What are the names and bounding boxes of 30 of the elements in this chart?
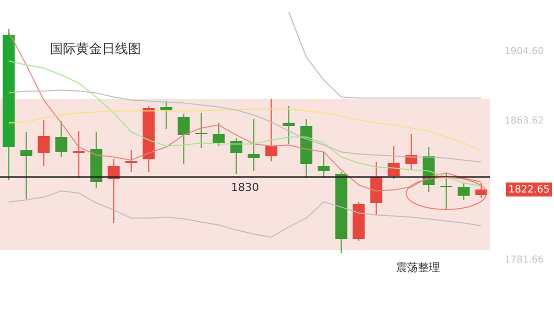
y-tick-label: 1863.62	[504, 116, 544, 127]
candlestick	[388, 146, 400, 180]
candlestick	[265, 98, 278, 162]
candlestick	[20, 131, 32, 200]
candlestick	[318, 151, 330, 179]
line-series	[8, 90, 482, 162]
candlestick	[212, 122, 225, 147]
candlestick	[72, 130, 85, 179]
text: 1822.65	[508, 184, 550, 196]
candlestick	[440, 172, 452, 210]
candlestick	[195, 112, 208, 149]
y-tick-label: 1781.66	[504, 254, 544, 266]
y-tick-label: 1904.60	[504, 46, 544, 58]
candlestick	[160, 100, 172, 130]
line-series	[8, 190, 482, 238]
line-series	[8, 32, 482, 192]
candlestick	[230, 138, 242, 174]
candlestick	[248, 118, 260, 172]
candlestick	[458, 182, 470, 200]
candlestick	[178, 113, 190, 164]
candlestick	[282, 105, 295, 144]
candlestick	[55, 120, 68, 158]
candlestick	[475, 182, 488, 198]
ref-line-label: 1830	[231, 181, 259, 194]
line-series	[8, 108, 482, 152]
candlestick	[125, 150, 138, 172]
candlestick	[38, 120, 50, 167]
text: 国际黄金日线图	[50, 42, 141, 57]
annotation: 震荡整理	[396, 261, 440, 274]
line-series	[288, 12, 482, 99]
